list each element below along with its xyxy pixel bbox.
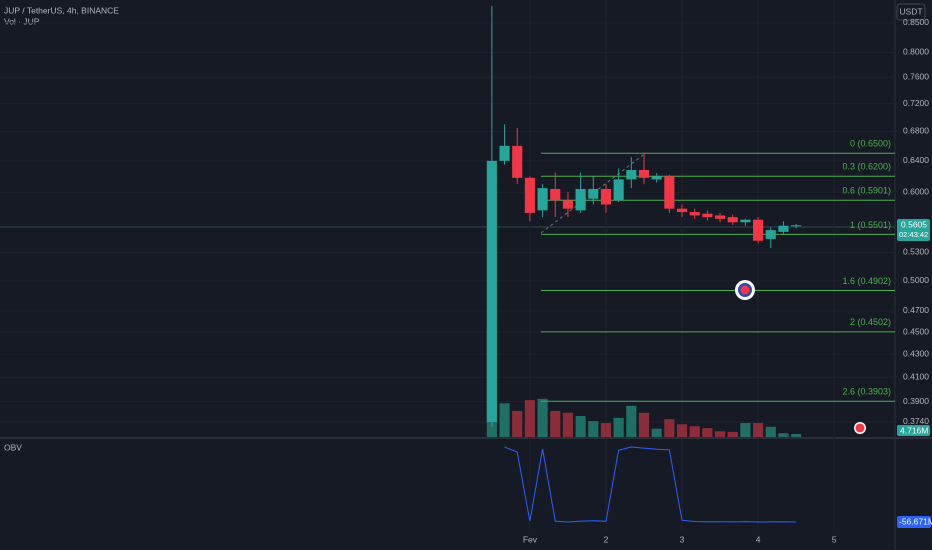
y-tick-label: 0.5000 [903,275,929,285]
candle-body [600,188,612,205]
candle-body [664,176,675,209]
obv-tag [897,516,931,528]
candle-body [689,212,700,216]
candle-body [714,215,726,219]
obv-label: OBV [4,442,22,452]
y-tick-label: 0.8500 [903,17,929,27]
y-tick-label: 0.8000 [903,47,929,57]
candle-body [575,188,586,211]
candle-body [499,145,510,161]
currency-button[interactable] [896,3,926,21]
y-tick-label: 0.6000 [903,186,929,196]
y-tick-label: 0.7200 [903,98,929,108]
fib-label: 2 (0.4502) [850,317,891,327]
candle-body [626,170,637,180]
x-tick-label: Fev [523,534,538,544]
volume-bar [562,412,574,437]
obv-tag-label: -56.671M [899,516,932,526]
volume-bar [499,403,510,437]
y-tick-label: 0.4300 [903,348,929,358]
y-tick-label: 0.6400 [903,155,929,165]
volume-bar [676,424,688,437]
y-tick-label: 0.3740 [903,416,929,426]
volume-bar [550,410,561,437]
candle-body [524,177,535,213]
currency-button-label[interactable]: USDT [899,6,922,16]
volume-bar [651,428,662,437]
y-tick-label: 0.4700 [903,305,929,315]
fib-label: 1 (0.5501) [850,220,891,230]
event-icon [854,422,866,434]
candle-body [486,160,497,422]
price-tag-label: 0.5605 [901,219,927,229]
candle-body [550,188,561,201]
candle-body [562,200,574,209]
volume-bar [613,417,624,437]
candle-body [588,188,599,199]
volume-bar [714,431,726,437]
volume-bar [740,423,751,437]
x-tick-label: 3 [680,534,685,544]
volume-bar [638,412,650,437]
volume-bar [600,423,612,437]
volume-bar [727,431,738,437]
candle-body [702,213,713,218]
candle-body [778,225,789,232]
candle-body [512,145,523,178]
volume-bar [626,405,637,437]
x-tick-label: 5 [832,534,837,544]
candle-body [613,179,624,201]
price-tag [897,219,930,241]
x-tick-label: 2 [604,534,609,544]
volume-bar [575,416,586,437]
y-tick-label: 0.4500 [903,326,929,336]
y-tick-label: 0.5300 [903,247,929,257]
candle-body [753,219,764,241]
volume-bar [588,421,599,437]
volume-tag-label: 4.716M [900,425,928,435]
target-icon [735,280,755,300]
candle-body [537,188,548,211]
chart-title: JUP / TetherUS, 4h, BINANCE [4,5,119,15]
candle-body [727,217,738,223]
fib-label: 1.6 (0.4902) [842,276,891,286]
volume-bar [537,398,548,437]
countdown: 02:43:42 [899,230,928,239]
fib-label: 2.6 (0.3903) [842,387,891,397]
volume-bar [524,400,535,437]
x-tick-label: 4 [756,534,761,544]
volume-bar [753,423,764,437]
fib-label: 0 (0.6500) [850,139,891,149]
y-tick-label: 0.3900 [903,396,929,406]
fib-label: 0.3 (0.6200) [842,162,891,172]
obv-line [504,446,797,523]
volume-bar [664,419,675,437]
volume-bar [791,433,802,437]
candle-body [676,208,688,213]
volume-label: Vol · JUP [4,16,40,26]
volume-bar [765,426,776,437]
candle-body [740,219,751,223]
y-tick-label: 0.4100 [903,372,929,382]
candle-body [791,225,802,227]
volume-bar [778,433,789,437]
candle-body [638,170,650,178]
volume-bar [512,410,523,437]
volume-tag [897,425,930,436]
candle-body [765,230,776,239]
volume-bar [689,426,700,437]
candle-body [651,176,662,180]
volume-bar [702,428,713,437]
y-tick-label: 0.6800 [903,126,929,136]
y-tick-label: 0.7600 [903,72,929,82]
fib-label: 0.6 (0.5901) [842,186,891,196]
